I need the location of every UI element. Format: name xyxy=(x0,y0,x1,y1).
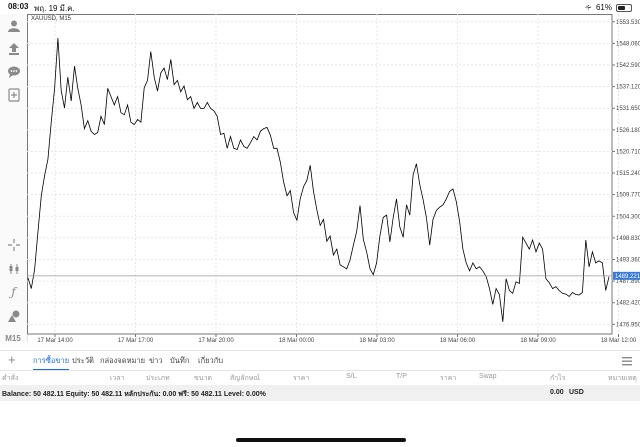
x-tick-label: 18 Mar 03:00 xyxy=(359,338,395,342)
col-sl: S/L xyxy=(346,373,357,380)
col-volume: ขนาด xyxy=(194,375,213,382)
tab-trade[interactable]: การซื้อขาย xyxy=(33,355,70,370)
col-time: เวลา xyxy=(110,375,125,382)
status-bar: 08:03 พฤ. 19 มี.ค. ∻ 61% xyxy=(0,0,640,14)
y-tick-label: 1493.360 xyxy=(616,257,640,263)
battery-icon xyxy=(616,3,632,12)
col-order: คำสั่ง xyxy=(2,375,19,382)
tab-news[interactable]: ข่าว xyxy=(149,356,163,365)
date: พฤ. 19 มี.ค. xyxy=(34,4,75,13)
y-tick-label: 1515.240 xyxy=(616,171,640,177)
tab-mailbox[interactable]: กล่องจดหมาย xyxy=(100,356,146,365)
tab-about[interactable]: เกี่ยวกับ xyxy=(198,356,224,365)
x-tick-label: 18 Mar 00:00 xyxy=(279,338,315,342)
crosshair-icon[interactable] xyxy=(4,235,23,254)
status-right: ∻ 61% xyxy=(584,2,632,13)
current-price-label: 1489.221 xyxy=(615,274,640,280)
current-price-tag xyxy=(613,271,640,280)
balance-row: Balance: 50 482.11 Equity: 50 482.11 หลั… xyxy=(0,385,640,401)
y-tick-label: 1509.770 xyxy=(616,193,640,199)
total-profit: 0.00 xyxy=(550,389,564,396)
col-swap: Swap xyxy=(479,373,497,380)
add-chart-icon[interactable] xyxy=(4,85,23,104)
y-tick-label: 1531.650 xyxy=(616,106,640,112)
price-line xyxy=(27,38,610,322)
columns-menu-icon[interactable] xyxy=(621,354,633,366)
add-icon[interactable]: + xyxy=(8,352,16,367)
x-tick-label: 17 Mar 14:00 xyxy=(37,338,73,342)
chat-icon[interactable] xyxy=(4,62,23,81)
function-icon[interactable]: ƒ xyxy=(11,284,16,299)
col-tp: T/P xyxy=(396,373,407,380)
y-tick-label: 1526.180 xyxy=(616,128,640,134)
home-indicator xyxy=(236,438,406,442)
currency-label: USD xyxy=(569,389,584,396)
chart-frame xyxy=(27,14,613,335)
left-toolbar: ƒ M15 xyxy=(0,14,28,343)
x-tick-label: 17 Mar 20:00 xyxy=(198,338,234,342)
y-tick-label: 1482.420 xyxy=(616,301,640,307)
y-tick-label: 1548.060 xyxy=(616,41,640,47)
col-type: ประเภท xyxy=(146,375,170,382)
y-tick-label: 1487.890 xyxy=(616,279,640,285)
y-tick-label: 1476.950 xyxy=(616,322,640,328)
user-icon[interactable] xyxy=(4,16,23,35)
price-chart[interactable]: 1553.530 1548.060 1542.590 1537.120 1531.650… xyxy=(27,14,640,344)
y-tick-label: 1504.300 xyxy=(616,214,640,220)
y-tick-label: 1542.590 xyxy=(616,63,640,69)
col-profit: กำไร xyxy=(550,375,566,382)
symbol-label: XAUUSD, M15 xyxy=(31,16,72,22)
timeframe-label[interactable]: M15 xyxy=(5,334,21,343)
col-symbol: สัญลักษณ์ xyxy=(230,375,260,382)
x-tick-label: 17 Mar 17:00 xyxy=(118,338,154,342)
y-tick-label: 1553.530 xyxy=(616,20,640,26)
terminal-tabs: + การซื้อขาย ประวัติ กล่องจดหมาย ข่าว บั… xyxy=(0,350,640,371)
y-tick-label: 1498.830 xyxy=(616,236,640,242)
col-price: ราคา xyxy=(293,375,310,382)
x-tick-label: 18 Mar 06:00 xyxy=(440,338,476,342)
tab-journal[interactable]: บันทึก xyxy=(170,356,190,365)
order-columns: คำสั่ง เวลา ประเภท ขนาด สัญลักษณ์ ราคา S… xyxy=(0,370,640,384)
clock: 08:03 xyxy=(8,2,29,11)
x-tick-label: 18 Mar 09:00 xyxy=(520,338,556,342)
chart-svg[interactable]: 1553.530 1548.060 1542.590 1537.120 1531.650… xyxy=(27,14,640,344)
objects-icon[interactable] xyxy=(4,306,23,325)
y-tick-label: 1520.710 xyxy=(616,149,640,155)
battery-fill xyxy=(618,5,625,10)
balance-summary: Balance: 50 482.11 Equity: 50 482.11 หลั… xyxy=(2,391,266,398)
col-price-current: ราคา xyxy=(440,375,457,382)
col-comment: หมายเหตุ xyxy=(608,375,637,382)
upload-icon[interactable] xyxy=(4,39,23,58)
tab-history[interactable]: ประวัติ xyxy=(72,356,94,365)
x-tick-label: 18 Mar 12:00 xyxy=(601,338,637,342)
y-tick-label: 1537.120 xyxy=(616,85,640,91)
wifi-icon: ∻ xyxy=(584,2,592,12)
battery-percent: 61% xyxy=(595,3,612,12)
candle-icon[interactable] xyxy=(4,259,23,278)
